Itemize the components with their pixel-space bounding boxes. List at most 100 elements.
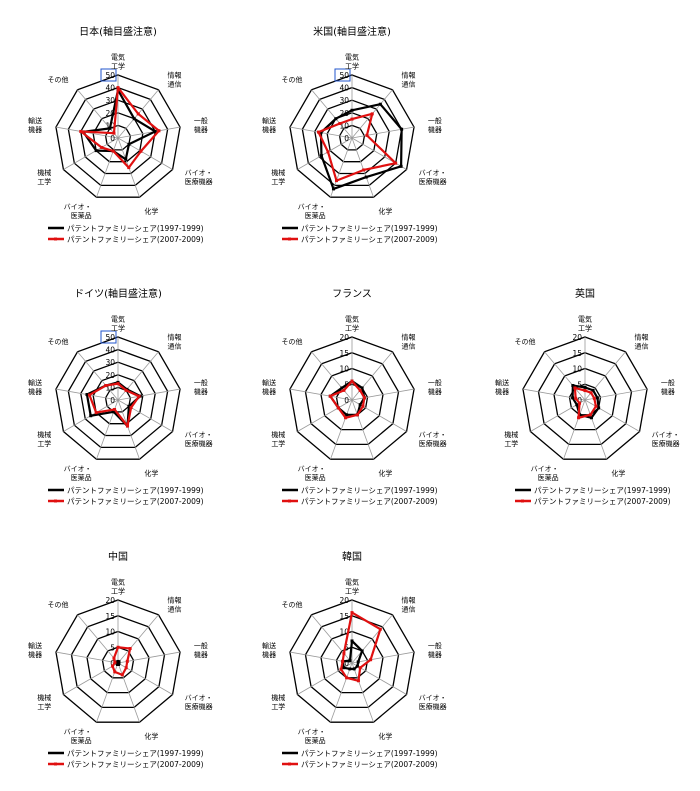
data-point — [355, 413, 359, 417]
series-line — [329, 380, 366, 419]
chart-title: 米国(軸目盛注意) — [313, 25, 391, 38]
axis-category-label: 機械工学 — [271, 693, 285, 711]
axis-category-label: 一般機器 — [194, 641, 208, 659]
data-point — [338, 122, 342, 126]
data-point — [94, 411, 98, 415]
axis-category-label: 輸送機器 — [28, 116, 42, 134]
data-point — [136, 112, 140, 116]
legend-label: パテントファミリーシェア(1997-1999) — [67, 749, 204, 758]
data-point — [115, 660, 119, 664]
spoke-line — [297, 399, 353, 432]
grid-ring — [335, 646, 369, 679]
data-point — [369, 658, 373, 662]
data-point — [339, 667, 343, 671]
data-point — [125, 659, 129, 663]
axis-category-label: 輸送機器 — [28, 641, 42, 659]
grid-ring — [70, 615, 166, 709]
spoke-line — [351, 126, 415, 139]
spoke-line — [311, 614, 353, 664]
grid-ring — [304, 615, 400, 709]
spoke-line — [544, 351, 586, 401]
radar-chart: ドイツ(軸目盛注意) 0 10 20 30 40 50電気工学情報通信一般機器バイオ・医療機… — [28, 287, 213, 506]
chart-title: 英国 — [575, 287, 595, 300]
data-point — [124, 666, 128, 670]
spoke-line — [563, 399, 586, 460]
data-point — [108, 126, 112, 130]
spoke-line — [351, 399, 374, 460]
tick-label: 20 — [339, 333, 349, 342]
axis-category-label: 化学 — [378, 731, 392, 740]
tick-label: 15 — [339, 612, 349, 621]
tick-label: 20 — [572, 333, 582, 342]
data-point — [94, 149, 98, 153]
axis-category-label: バイオ・医薬品 — [298, 203, 326, 220]
tick-label: 30 — [339, 96, 349, 105]
axis-category-label: 輸送機器 — [495, 378, 509, 396]
series-line — [329, 380, 366, 416]
axis-category-label: バイオ・医療機器 — [185, 169, 213, 186]
data-point — [116, 382, 120, 386]
data-point — [319, 131, 323, 135]
data-point — [79, 129, 83, 133]
data-point — [577, 416, 581, 420]
spoke-line — [351, 662, 374, 723]
spoke-line — [63, 137, 119, 170]
data-point — [356, 679, 360, 683]
data-point — [112, 410, 116, 414]
data-point — [112, 656, 116, 660]
grid-ring — [67, 86, 169, 187]
series-line — [88, 382, 141, 428]
data-point — [85, 393, 89, 397]
data-point — [394, 161, 398, 165]
series-line — [339, 611, 382, 682]
data-point — [104, 384, 108, 388]
grid-ring — [67, 348, 169, 449]
data-point — [319, 154, 323, 158]
data-point — [361, 404, 365, 408]
data-point — [334, 117, 338, 121]
axis-category-label: 電気工学 — [111, 315, 125, 333]
axis-category-label: 情報通信 — [401, 71, 415, 89]
axis-category-label: 輸送機器 — [262, 641, 276, 659]
data-point — [365, 133, 369, 137]
axis-category-label: 輸送機器 — [28, 378, 42, 396]
data-point — [355, 664, 359, 668]
data-point — [334, 179, 338, 183]
series-line — [79, 86, 161, 169]
data-point — [120, 673, 124, 677]
axis-category-label: バイオ・医薬品 — [64, 465, 92, 482]
tick-label: 0 — [344, 659, 349, 668]
tick-label: 10 — [572, 365, 582, 374]
axis-category-label: その他 — [48, 75, 69, 84]
grid-ring — [289, 599, 415, 723]
legend-label: パテントファミリーシェア(1997-1999) — [301, 749, 438, 758]
tick-label: 0 — [110, 134, 115, 143]
tick-label: 15 — [339, 349, 349, 358]
tick-highlight-box — [100, 68, 117, 82]
data-point — [124, 388, 128, 392]
tick-label: 0 — [577, 396, 582, 405]
tick-label: 20 — [105, 596, 115, 605]
data-point — [345, 413, 349, 417]
spoke-line — [117, 399, 173, 432]
data-point — [132, 117, 136, 121]
grid-ring — [304, 352, 400, 446]
grid-ring — [522, 336, 648, 460]
axis-category-label: 電気工学 — [345, 578, 359, 596]
axis-category-label: バイオ・医薬品 — [531, 465, 559, 482]
data-point — [137, 394, 141, 398]
tick-highlight-box — [334, 68, 351, 82]
spoke-line — [311, 351, 353, 401]
data-point — [595, 396, 599, 400]
axis-category-label: その他 — [282, 600, 303, 609]
data-point — [316, 130, 320, 134]
axis-category-label: 機械工学 — [504, 430, 518, 448]
grid-ring — [80, 361, 156, 437]
spoke-line — [117, 137, 173, 170]
axis-category-label: 化学 — [144, 206, 158, 215]
data-point — [129, 406, 133, 410]
data-point — [589, 416, 593, 420]
